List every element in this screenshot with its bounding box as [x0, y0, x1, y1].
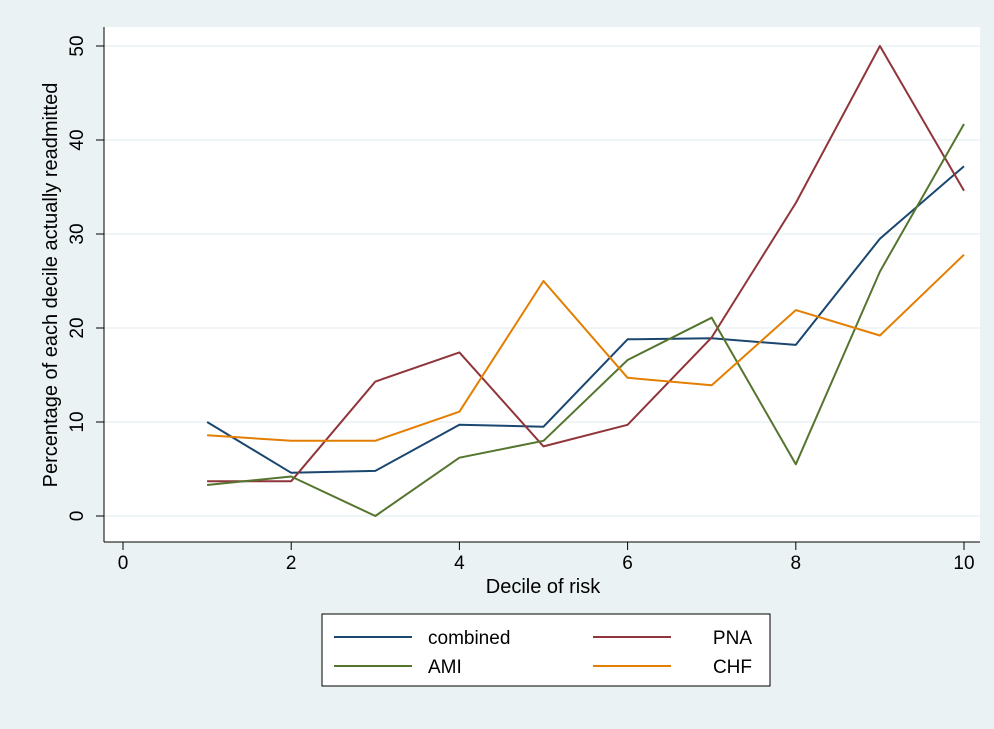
- y-tick-label: 30: [67, 223, 88, 244]
- legend-label-chf: CHF: [713, 657, 752, 678]
- legend-label-pna: PNA: [713, 628, 752, 649]
- legend-label-combined: combined: [428, 628, 510, 649]
- x-tick-label: 0: [118, 553, 129, 574]
- y-tick-label: 40: [67, 129, 88, 150]
- y-tick-label: 10: [67, 411, 88, 432]
- y-tick-label: 0: [67, 511, 88, 522]
- x-tick-label: 8: [791, 553, 802, 574]
- series-line-chf: [207, 253, 965, 442]
- y-tick-label: 50: [67, 35, 88, 56]
- grid-layer: [104, 45, 980, 517]
- x-tick-label: 6: [622, 553, 633, 574]
- x-tick-label: 10: [953, 553, 974, 574]
- legend-label-ami: AMI: [428, 657, 462, 678]
- x-tick-label: 2: [286, 553, 297, 574]
- legend-box: [321, 613, 771, 687]
- series-line-ami: [206, 123, 965, 517]
- series-line-pna: [207, 45, 965, 483]
- legend: combined PNA AMI CHF: [321, 613, 771, 687]
- x-axis-label: Decile of risk: [486, 576, 601, 598]
- y-axis-ticks: 0 10 20 30 40 50: [67, 35, 104, 521]
- y-axis-label: Percentage of each decile actually readm…: [40, 83, 62, 488]
- x-axis-ticks: 0 2 4 6 8 10: [118, 542, 975, 574]
- series-line-combined: [206, 165, 965, 474]
- y-tick-label: 20: [67, 317, 88, 338]
- x-tick-label: 4: [454, 553, 465, 574]
- series-layer: [206, 45, 965, 517]
